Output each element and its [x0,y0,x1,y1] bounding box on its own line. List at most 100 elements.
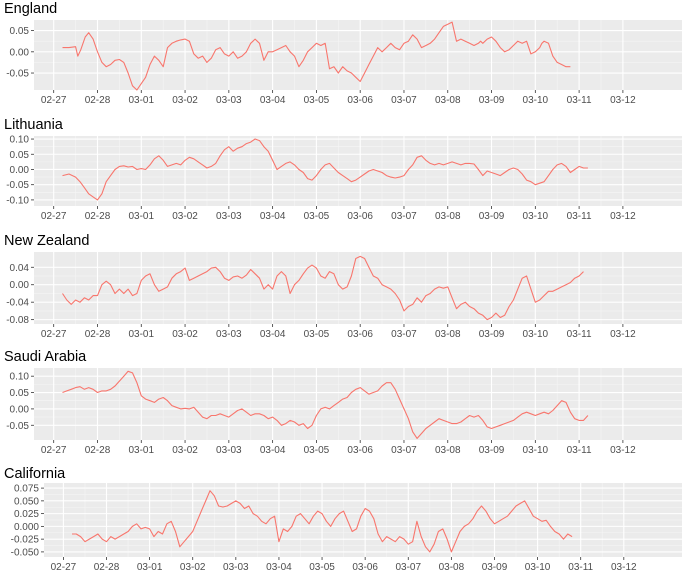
x-tick-label: 03-03 [216,445,242,456]
x-tick-label: 03-07 [391,445,417,456]
x-tick-label: 02-28 [85,329,111,340]
x-tick-label: 03-10 [523,445,549,456]
y-tick-label: 0.025 [14,509,39,520]
y-tick-label: -0.10 [6,195,29,206]
x-tick-label: 03-07 [395,562,421,570]
x-tick-label: 03-11 [568,562,593,570]
x-tick-label: 02-28 [94,562,120,570]
x-tick-label: 03-08 [435,329,461,340]
x-tick-label: 03-04 [260,211,286,222]
x-tick-label: 03-06 [347,329,373,340]
panel-new-zealand: New Zealand 0.04 0.00 -0.04 -0.08 02-27 02-2… [4,233,682,340]
x-tick-label: 03-02 [172,329,198,340]
x-tick-label: 03-12 [610,329,636,340]
panel-title: Lithuania [4,117,64,133]
x-tick-label: 03-01 [137,562,163,570]
y-tick-label: -0.025 [11,535,40,546]
x-tick-label: 03-02 [180,562,206,570]
x-tick-label: 03-08 [439,562,465,570]
x-tick-label: 03-06 [347,95,373,106]
x-tick-label: 03-09 [479,95,505,106]
panel-title: California [4,466,66,482]
y-tick-label: -0.05 [6,421,29,432]
x-tick-label: 03-10 [523,329,549,340]
y-tick-label: 0.04 [10,263,30,274]
x-tick-label: 03-06 [347,211,373,222]
x-tick-label: 03-09 [482,562,508,570]
x-tick-label: 03-04 [266,562,292,570]
x-tick-label: 03-08 [435,211,461,222]
x-tick-label: 03-09 [479,445,505,456]
series-line [72,490,573,553]
x-tick-label: 03-03 [216,211,242,222]
y-tick-label: 0.00 [10,165,30,176]
x-tick-label: 02-27 [41,95,67,106]
x-tick-label: 03-09 [479,211,505,222]
plot-background [34,252,682,324]
x-tick-label: 03-05 [304,211,330,222]
x-tick-label: 03-04 [260,95,286,106]
x-tick-label: 03-12 [610,445,636,456]
plot-background [34,136,682,206]
y-tick-label: -0.04 [6,298,29,309]
x-tick-label: 03-03 [216,95,242,106]
x-tick-label: 03-09 [479,329,505,340]
panel-lithuania: Lithuania 0.10 0.05 0.00 -0.05 -0.10 02-27 02… [4,117,682,222]
y-tick-label: 0.05 [10,388,30,399]
plot-background [34,368,682,440]
y-tick-label: 0.10 [10,372,30,383]
x-tick-label: 02-28 [85,445,111,456]
series-line [62,370,589,439]
x-tick-label: 03-08 [435,95,461,106]
x-tick-label: 03-11 [567,329,592,340]
y-tick-label: -0.050 [11,547,40,558]
x-tick-label: 03-03 [223,562,249,570]
x-tick-label: 03-05 [304,329,330,340]
x-tick-label: 02-27 [41,445,67,456]
x-tick-label: 03-12 [610,211,636,222]
x-tick-label: 03-12 [611,562,637,570]
x-tick-label: 03-02 [172,211,198,222]
x-tick-label: 03-02 [172,445,198,456]
x-tick-label: 03-01 [128,445,154,456]
y-tick-label: 0.05 [10,26,30,37]
x-tick-label: 03-07 [391,211,417,222]
y-tick-label: -0.08 [6,315,29,326]
x-tick-label: 03-02 [172,95,198,106]
x-tick-label: 03-11 [567,95,592,106]
panel-england: England 0.05 0.00 -0.05 02-27 02-28 03-01 03-… [4,1,682,106]
x-tick-label: 03-05 [304,445,330,456]
panel-title: England [4,1,57,17]
x-tick-label: 03-03 [216,329,242,340]
y-tick-label: 0.000 [14,522,39,533]
x-tick-label: 03-11 [567,211,592,222]
x-tick-label: 03-04 [260,329,286,340]
x-tick-label: 03-07 [391,95,417,106]
y-tick-label: 0.10 [10,135,30,146]
y-tick-label: -0.05 [6,69,29,80]
panel-title: New Zealand [4,233,89,249]
series-line [62,138,588,201]
x-tick-label: 02-28 [85,95,111,106]
y-tick-label: 0.075 [14,484,39,495]
x-tick-label: 03-05 [304,95,330,106]
x-tick-label: 03-06 [347,445,373,456]
x-tick-label: 03-11 [567,445,592,456]
series-line [62,21,571,91]
y-tick-label: 0.00 [10,280,30,291]
plot-background [34,20,682,90]
y-tick-label: 0.050 [14,496,39,507]
x-tick-label: 03-10 [525,562,551,570]
x-tick-label: 03-12 [610,95,636,106]
x-tick-label: 02-27 [51,562,77,570]
panel-title: Saudi Arabia [4,349,87,365]
x-tick-label: 03-08 [435,445,461,456]
x-tick-label: 03-07 [391,329,417,340]
x-tick-label: 03-10 [523,211,549,222]
x-tick-label: 03-01 [128,211,154,222]
y-tick-label: 0.00 [10,47,30,58]
x-tick-label: 02-27 [41,329,67,340]
y-tick-label: 0.05 [10,150,30,161]
